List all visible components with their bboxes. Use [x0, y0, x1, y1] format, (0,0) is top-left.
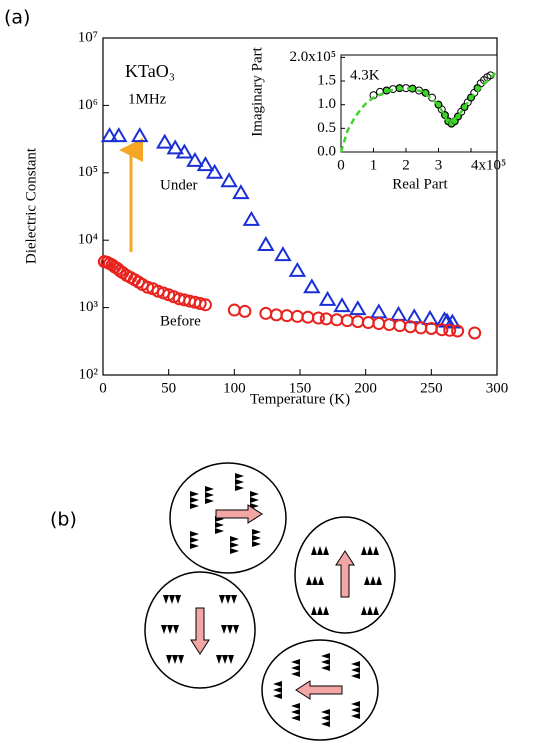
annotation: 1MHz — [128, 91, 167, 107]
y-tick-label: 10⁷ — [78, 29, 98, 45]
domain-diagram — [144, 462, 396, 741]
point — [131, 127, 149, 143]
point — [333, 297, 351, 313]
point — [370, 303, 388, 319]
x-tick-label: 0 — [99, 380, 107, 396]
series-label: Under — [160, 177, 198, 193]
panel-label: (a) — [4, 7, 30, 29]
point — [319, 312, 333, 326]
y-tick-label: 10⁶ — [78, 97, 98, 113]
point — [351, 315, 365, 329]
y-tick-label: 10² — [79, 366, 99, 382]
x-tick-label: 50 — [161, 380, 176, 396]
point — [227, 303, 241, 317]
point — [259, 306, 273, 320]
point — [155, 133, 174, 149]
x-axis-label: Real Part — [392, 176, 448, 192]
y-tick-label: 1.0 — [317, 96, 336, 112]
point — [349, 300, 367, 316]
point — [318, 290, 337, 306]
point — [166, 139, 184, 155]
point — [110, 127, 128, 143]
point — [205, 163, 224, 179]
point — [361, 316, 375, 330]
point — [100, 127, 119, 143]
panel-label: (b) — [50, 509, 77, 531]
x-tick-label: 1 — [370, 157, 378, 173]
y-tick-label: 0.5 — [317, 120, 336, 136]
point — [186, 151, 204, 167]
point — [196, 156, 215, 172]
y-axis-label: Dielectric Constant — [23, 147, 39, 264]
point — [193, 297, 207, 311]
annotation: KTaO₃ — [125, 61, 175, 81]
y-tick-label: 2.0x10⁵ — [290, 49, 336, 65]
y-tick-label: 10⁵ — [78, 164, 98, 180]
x-axis-label: Temperature (K) — [250, 391, 350, 407]
point — [468, 326, 482, 340]
point — [198, 298, 212, 312]
point — [311, 311, 325, 325]
point — [393, 319, 407, 333]
point — [232, 184, 250, 200]
point — [443, 323, 457, 337]
point — [274, 246, 292, 262]
x-tick-label: 0 — [337, 157, 345, 173]
point — [269, 308, 283, 322]
point — [414, 321, 428, 335]
series-label: Before — [160, 313, 201, 329]
point — [389, 305, 408, 321]
y-tick-label: 10⁴ — [78, 232, 98, 248]
point — [451, 324, 465, 338]
point — [301, 310, 315, 324]
point — [220, 172, 238, 188]
y-tick-label: 0.0 — [317, 143, 336, 159]
x-tick-label: 100 — [223, 380, 246, 396]
point — [280, 309, 294, 323]
point — [303, 278, 321, 294]
point — [242, 210, 261, 226]
point — [288, 261, 307, 277]
x-tick-label: 2 — [402, 157, 410, 173]
point — [330, 313, 344, 327]
annotation: 4.3K — [350, 67, 380, 83]
point — [421, 88, 430, 97]
x-tick-label: 200 — [354, 380, 377, 396]
point — [340, 314, 354, 328]
point — [435, 323, 449, 337]
point — [238, 304, 252, 318]
point — [175, 143, 194, 159]
y-axis-label: Imaginary Part — [249, 46, 265, 136]
x-tick-label: 150 — [289, 380, 312, 396]
point — [290, 309, 304, 323]
x-tick-label: 4x10⁵ — [471, 157, 506, 173]
x-tick-label: 3 — [435, 157, 443, 173]
fit-line — [339, 70, 498, 153]
point — [372, 317, 386, 331]
x-tick-label: 300 — [486, 380, 509, 396]
point — [382, 318, 396, 332]
y-tick-label: 1.5 — [317, 72, 336, 88]
point — [421, 309, 439, 325]
point — [257, 235, 275, 251]
x-tick-label: 250 — [420, 380, 443, 396]
y-tick-label: 10³ — [79, 299, 99, 315]
